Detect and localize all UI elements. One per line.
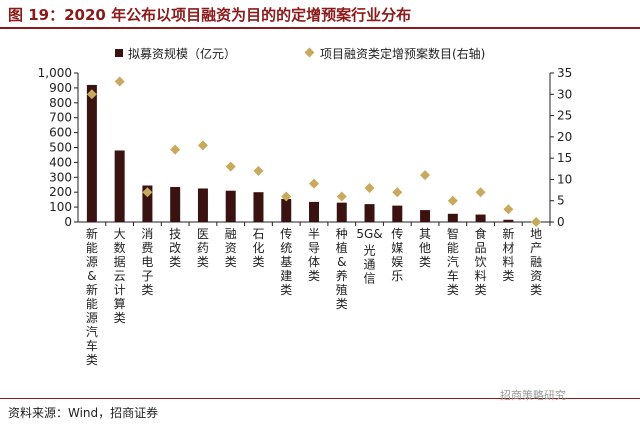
right-tick-label: 15 bbox=[557, 151, 572, 165]
category-label: 石化类 bbox=[252, 227, 264, 269]
category-label: 智能汽车类 bbox=[447, 226, 459, 297]
page-title: 图 19：2020 年公布以项目融资为目的的定增预案行业分布 bbox=[8, 6, 412, 24]
left-tick-label: 800 bbox=[49, 96, 72, 110]
category-label: 地产融资类 bbox=[530, 227, 542, 297]
marker bbox=[253, 165, 264, 176]
bar bbox=[142, 185, 153, 222]
bar bbox=[225, 190, 236, 222]
category-label: 食品饮料类 bbox=[475, 226, 487, 297]
category-label: 传统基建类 bbox=[280, 226, 292, 297]
bar bbox=[420, 210, 431, 222]
category-label: 大数据云计算类 bbox=[114, 227, 126, 325]
left-tick-label: 0 bbox=[64, 215, 72, 229]
right-tick-label: 35 bbox=[557, 66, 572, 80]
legend: 拟募资规模（亿元） 项目融资类定增预案数目(右轴) bbox=[115, 46, 485, 61]
bar bbox=[336, 202, 347, 222]
marker bbox=[309, 178, 319, 189]
left-tick-label: 900 bbox=[49, 81, 72, 95]
title-divider bbox=[0, 27, 640, 29]
bars bbox=[86, 84, 542, 222]
axes: 01002003004005006007008009001,0000510152… bbox=[38, 66, 573, 229]
marker bbox=[86, 89, 97, 100]
marker bbox=[447, 195, 458, 206]
left-tick-label: 700 bbox=[49, 111, 72, 125]
bar bbox=[447, 213, 458, 222]
category-labels: 新能源&新能源汽车类 大数据云计算类 消费电子类 技改类 医药类 融资类 石化类 传统基建类 半… bbox=[86, 226, 542, 367]
bar bbox=[253, 192, 264, 222]
left-tick-label: 100 bbox=[49, 200, 72, 214]
legend-marker-label: 项目融资类定增预案数目(右轴) bbox=[320, 46, 485, 61]
bar bbox=[364, 204, 375, 222]
marker bbox=[392, 187, 403, 198]
right-tick-label: 25 bbox=[557, 109, 572, 123]
legend-bar-swatch bbox=[115, 49, 123, 57]
bar bbox=[86, 84, 97, 222]
category-label: 新能源&新能源汽车类 bbox=[86, 226, 98, 367]
bar bbox=[281, 198, 292, 222]
category-label: 5G&光通信 bbox=[356, 227, 382, 286]
category-label: 其他类 bbox=[419, 227, 431, 269]
marker bbox=[503, 204, 514, 215]
marker bbox=[197, 140, 208, 151]
right-tick-label: 10 bbox=[557, 172, 572, 186]
source-note: 资料来源：Wind，招商证券 bbox=[8, 406, 159, 420]
left-tick-label: 500 bbox=[49, 141, 72, 155]
bar bbox=[503, 219, 514, 222]
bar bbox=[475, 214, 486, 222]
category-label: 医药类 bbox=[197, 227, 209, 269]
legend-marker-swatch bbox=[304, 47, 315, 58]
marker bbox=[225, 161, 236, 172]
category-label: 新材料类 bbox=[502, 226, 514, 283]
category-label: 技改类 bbox=[169, 227, 181, 269]
bar bbox=[114, 150, 125, 222]
bar bbox=[197, 188, 208, 222]
left-tick-label: 300 bbox=[49, 170, 72, 184]
marker bbox=[475, 187, 486, 198]
category-label: 种植&养殖类 bbox=[336, 227, 348, 311]
category-label: 半导体类 bbox=[308, 227, 320, 283]
bar bbox=[392, 205, 403, 222]
right-tick-label: 5 bbox=[557, 194, 565, 208]
right-tick-label: 0 bbox=[557, 215, 565, 229]
right-tick-label: 20 bbox=[557, 130, 572, 144]
legend-bar-label: 拟募资规模（亿元） bbox=[128, 46, 236, 61]
marker bbox=[114, 76, 125, 87]
bar bbox=[309, 201, 319, 222]
marker bbox=[364, 182, 375, 193]
marker bbox=[170, 144, 181, 155]
markers bbox=[86, 76, 542, 227]
category-label: 消费电子类 bbox=[141, 227, 153, 297]
marker bbox=[142, 187, 153, 198]
left-tick-label: 200 bbox=[49, 185, 72, 199]
right-tick-label: 30 bbox=[557, 87, 572, 101]
watermark: 招商策略研究 bbox=[500, 389, 566, 402]
marker bbox=[531, 217, 542, 227]
category-label: 传媒娱乐 bbox=[391, 226, 403, 283]
category-label: 融资类 bbox=[225, 227, 237, 269]
marker bbox=[336, 191, 347, 202]
left-tick-label: 400 bbox=[49, 155, 72, 169]
bar bbox=[170, 186, 181, 222]
marker bbox=[281, 191, 292, 202]
left-tick-label: 1,000 bbox=[38, 66, 72, 80]
left-tick-label: 600 bbox=[49, 126, 72, 140]
marker bbox=[420, 170, 431, 181]
footer-divider bbox=[0, 398, 640, 399]
